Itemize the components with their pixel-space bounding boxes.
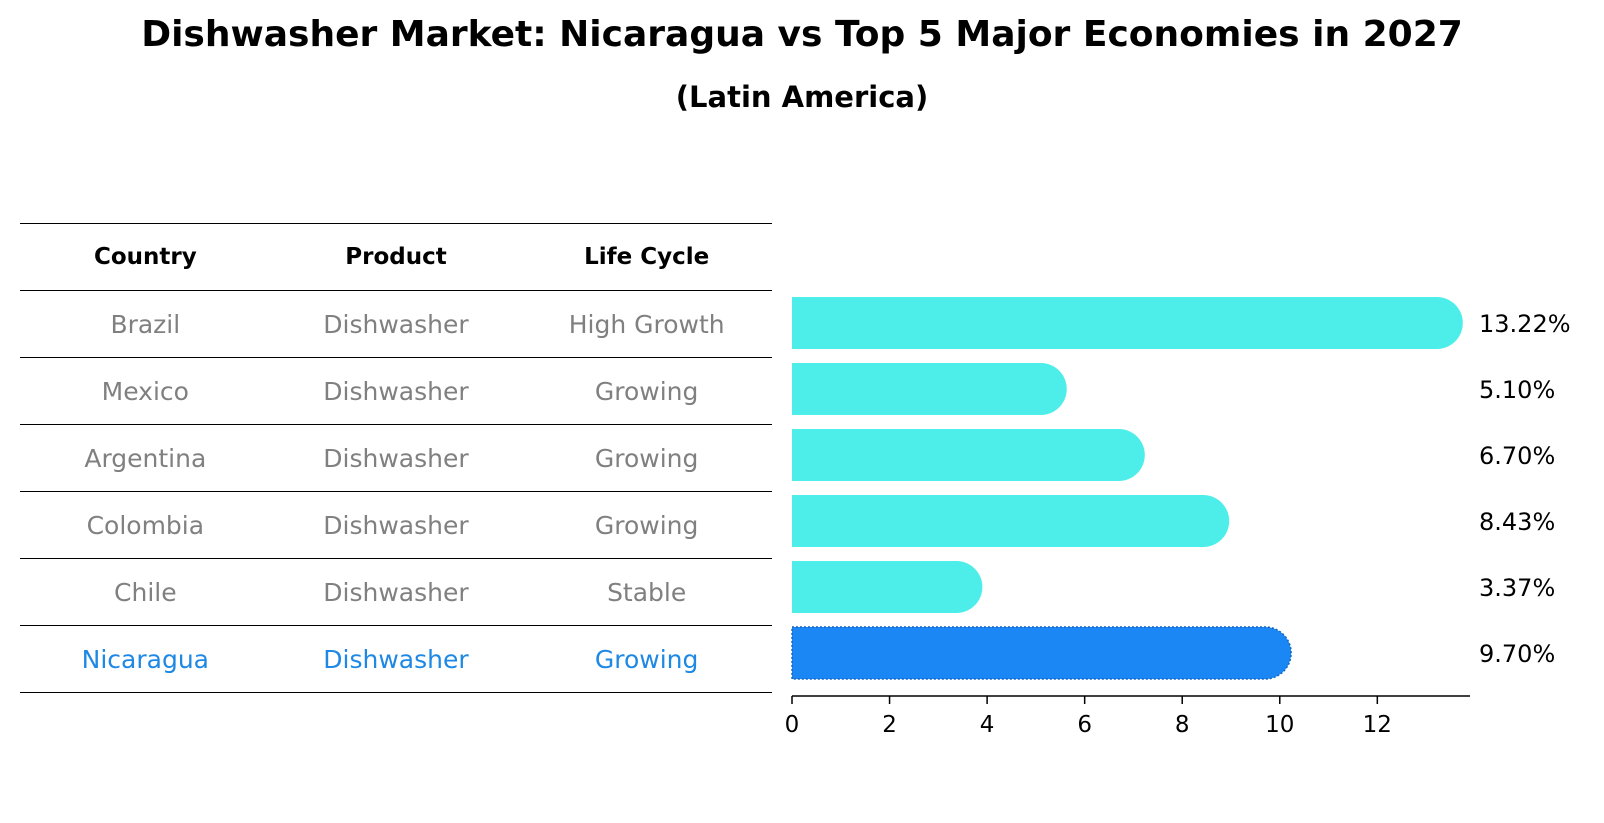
cell-product: Dishwasher — [270, 491, 522, 559]
header-country: Country — [20, 223, 271, 291]
bar-chile — [792, 561, 983, 613]
value-label: 3.37% — [1479, 574, 1555, 602]
x-tick-label: 0 — [785, 712, 800, 738]
cell-life-cycle: Growing — [521, 625, 772, 693]
cell-product: Dishwasher — [270, 357, 522, 425]
bars-group — [791, 297, 1463, 680]
value-labels-group: 13.22% 5.10% 6.70% 8.43% 3.37% 9.70% — [1479, 310, 1571, 668]
table-row: Colombia Dishwasher Growing — [20, 491, 772, 559]
table-row: Argentina Dishwasher Growing — [20, 424, 772, 492]
cell-product: Dishwasher — [270, 625, 522, 693]
chart-subtitle: (Latin America) — [675, 80, 929, 114]
cell-country: Mexico — [20, 357, 271, 425]
bar-argentina — [792, 429, 1145, 481]
bar-nicaragua — [791, 626, 1292, 680]
x-tick-label: 4 — [980, 712, 995, 738]
x-tick-label: 12 — [1363, 712, 1392, 738]
table-row-highlighted: Nicaragua Dishwasher Growing — [20, 625, 772, 693]
chart-title: Dishwasher Market: Nicaragua vs Top 5 Ma… — [141, 14, 1463, 55]
cell-product: Dishwasher — [270, 558, 522, 626]
cell-product: Dishwasher — [270, 290, 522, 358]
x-tick-label: 10 — [1265, 712, 1294, 738]
cell-country: Colombia — [20, 491, 271, 559]
value-label: 5.10% — [1479, 376, 1555, 404]
value-label: 13.22% — [1479, 310, 1571, 338]
cell-life-cycle: Stable — [521, 558, 772, 626]
table-row: Mexico Dishwasher Growing — [20, 357, 772, 425]
value-label: 9.70% — [1479, 640, 1555, 668]
table-header-row: Country Product Life Cycle — [20, 223, 772, 291]
x-tick-label: 6 — [1077, 712, 1092, 738]
x-tick-label: 2 — [882, 712, 897, 738]
cell-life-cycle: Growing — [521, 424, 772, 492]
cell-life-cycle: High Growth — [521, 290, 772, 358]
cell-product: Dishwasher — [270, 424, 522, 492]
value-label: 8.43% — [1479, 508, 1555, 536]
value-label: 6.70% — [1479, 442, 1555, 470]
comparison-table: Country Product Life Cycle Brazil Dishwa… — [20, 223, 772, 693]
cell-life-cycle: Growing — [521, 357, 772, 425]
cell-country: Nicaragua — [20, 625, 271, 693]
bar-mexico — [792, 363, 1067, 415]
cell-life-cycle: Growing — [521, 491, 772, 559]
x-tick-label: 8 — [1175, 712, 1190, 738]
cell-country: Chile — [20, 558, 271, 626]
table-row: Chile Dishwasher Stable — [20, 558, 772, 626]
table-row: Brazil Dishwasher High Growth — [20, 290, 772, 358]
cell-country: Brazil — [20, 290, 271, 358]
bar-brazil — [792, 297, 1463, 349]
header-product: Product — [270, 223, 522, 291]
bar-colombia — [792, 495, 1230, 547]
x-axis: 0 2 4 6 8 10 12 — [785, 695, 1470, 738]
cell-country: Argentina — [20, 424, 271, 492]
header-life-cycle: Life Cycle — [521, 223, 772, 291]
